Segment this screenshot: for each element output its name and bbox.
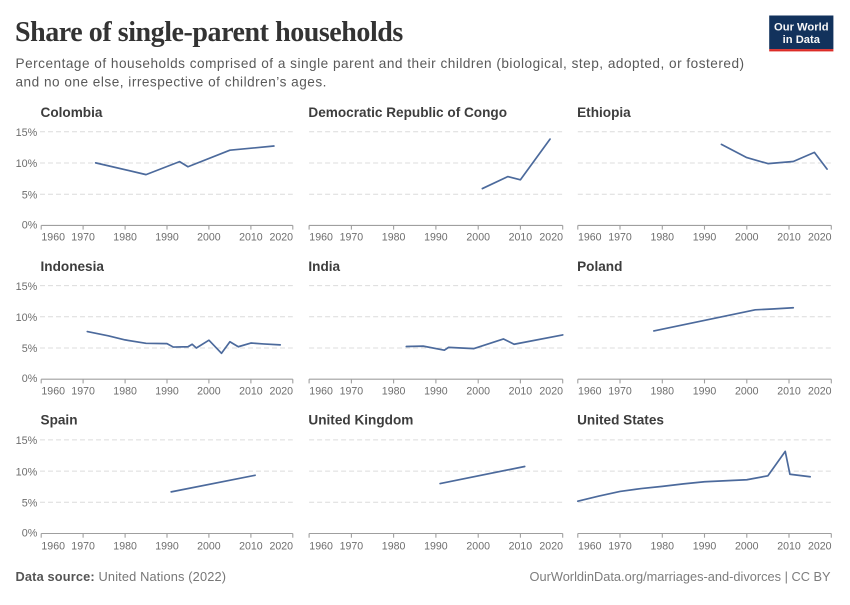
svg-text:1980: 1980 bbox=[382, 232, 406, 244]
svg-text:Ethiopia: Ethiopia bbox=[577, 105, 631, 120]
svg-text:1960: 1960 bbox=[309, 386, 333, 398]
svg-text:2000: 2000 bbox=[466, 232, 490, 244]
svg-text:OurWorldinData.org/marriages-a: OurWorldinData.org/marriages-and-divorce… bbox=[530, 569, 832, 584]
svg-text:2000: 2000 bbox=[197, 540, 221, 552]
svg-text:10%: 10% bbox=[16, 466, 38, 478]
svg-text:Democratic Republic of Congo: Democratic Republic of Congo bbox=[308, 105, 507, 120]
svg-text:1970: 1970 bbox=[608, 232, 632, 244]
svg-text:2020: 2020 bbox=[270, 386, 294, 398]
svg-text:1980: 1980 bbox=[382, 540, 406, 552]
svg-text:India: India bbox=[308, 259, 340, 274]
svg-text:2010: 2010 bbox=[777, 232, 801, 244]
svg-text:2000: 2000 bbox=[735, 386, 759, 398]
svg-text:1970: 1970 bbox=[340, 232, 364, 244]
svg-text:1960: 1960 bbox=[578, 232, 602, 244]
svg-text:in Data: in Data bbox=[783, 34, 821, 46]
svg-text:1960: 1960 bbox=[578, 540, 602, 552]
svg-text:1990: 1990 bbox=[693, 386, 717, 398]
svg-text:1980: 1980 bbox=[113, 232, 137, 244]
svg-text:Indonesia: Indonesia bbox=[41, 259, 105, 274]
svg-text:15%: 15% bbox=[16, 127, 38, 139]
svg-text:1960: 1960 bbox=[41, 232, 65, 244]
svg-text:1980: 1980 bbox=[651, 386, 675, 398]
svg-text:0%: 0% bbox=[22, 527, 38, 539]
svg-text:1960: 1960 bbox=[309, 232, 333, 244]
svg-text:1970: 1970 bbox=[340, 540, 364, 552]
svg-text:2010: 2010 bbox=[239, 540, 263, 552]
svg-text:1990: 1990 bbox=[424, 386, 448, 398]
svg-text:2020: 2020 bbox=[539, 232, 563, 244]
svg-text:5%: 5% bbox=[22, 498, 38, 510]
svg-text:0%: 0% bbox=[22, 373, 38, 385]
svg-text:1990: 1990 bbox=[693, 232, 717, 244]
svg-text:1970: 1970 bbox=[71, 386, 95, 398]
svg-text:Colombia: Colombia bbox=[41, 105, 103, 120]
svg-text:1970: 1970 bbox=[608, 386, 632, 398]
svg-text:2000: 2000 bbox=[197, 232, 221, 244]
svg-text:1980: 1980 bbox=[651, 232, 675, 244]
svg-text:2010: 2010 bbox=[509, 232, 533, 244]
svg-text:2010: 2010 bbox=[509, 386, 533, 398]
svg-text:10%: 10% bbox=[16, 158, 38, 170]
svg-text:2000: 2000 bbox=[197, 386, 221, 398]
svg-text:1990: 1990 bbox=[424, 540, 448, 552]
svg-text:1980: 1980 bbox=[382, 386, 406, 398]
svg-text:2020: 2020 bbox=[270, 540, 294, 552]
svg-text:Data source: United Nations (2: Data source: United Nations (2022) bbox=[16, 569, 227, 584]
svg-text:2020: 2020 bbox=[539, 386, 563, 398]
svg-text:United States: United States bbox=[577, 412, 664, 427]
svg-text:2020: 2020 bbox=[270, 232, 294, 244]
svg-text:1980: 1980 bbox=[113, 540, 137, 552]
svg-text:2000: 2000 bbox=[466, 540, 490, 552]
svg-text:1970: 1970 bbox=[71, 540, 95, 552]
svg-text:1980: 1980 bbox=[113, 386, 137, 398]
svg-text:0%: 0% bbox=[22, 219, 38, 231]
svg-text:2010: 2010 bbox=[239, 386, 263, 398]
svg-text:2020: 2020 bbox=[539, 540, 563, 552]
svg-text:1990: 1990 bbox=[693, 540, 717, 552]
svg-text:10%: 10% bbox=[16, 312, 38, 324]
svg-text:Percentage of households compr: Percentage of households comprised of a … bbox=[16, 56, 745, 71]
svg-text:1980: 1980 bbox=[651, 540, 675, 552]
svg-text:Share of single-parent househo: Share of single-parent households bbox=[15, 17, 403, 48]
svg-text:Spain: Spain bbox=[41, 412, 78, 427]
svg-text:1960: 1960 bbox=[309, 540, 333, 552]
svg-text:1970: 1970 bbox=[340, 386, 364, 398]
svg-text:1960: 1960 bbox=[41, 540, 65, 552]
svg-text:1990: 1990 bbox=[424, 232, 448, 244]
svg-text:2010: 2010 bbox=[777, 540, 801, 552]
svg-text:United Kingdom: United Kingdom bbox=[308, 412, 413, 427]
svg-text:1990: 1990 bbox=[155, 540, 179, 552]
svg-text:1970: 1970 bbox=[71, 232, 95, 244]
svg-text:2010: 2010 bbox=[777, 386, 801, 398]
svg-text:2020: 2020 bbox=[808, 540, 832, 552]
svg-text:2020: 2020 bbox=[808, 232, 832, 244]
svg-text:1970: 1970 bbox=[608, 540, 632, 552]
svg-text:2000: 2000 bbox=[466, 386, 490, 398]
svg-text:Our World: Our World bbox=[774, 22, 829, 34]
svg-text:5%: 5% bbox=[22, 189, 38, 201]
svg-text:2020: 2020 bbox=[808, 386, 832, 398]
svg-text:5%: 5% bbox=[22, 343, 38, 355]
svg-text:1960: 1960 bbox=[578, 386, 602, 398]
svg-text:1990: 1990 bbox=[155, 232, 179, 244]
svg-text:and no one else, irrespective: and no one else, irrespective of childre… bbox=[16, 74, 327, 89]
svg-text:15%: 15% bbox=[16, 435, 38, 447]
svg-text:2000: 2000 bbox=[735, 232, 759, 244]
svg-text:Poland: Poland bbox=[577, 259, 622, 274]
svg-text:2010: 2010 bbox=[509, 540, 533, 552]
svg-text:1990: 1990 bbox=[155, 386, 179, 398]
svg-text:2000: 2000 bbox=[735, 540, 759, 552]
svg-text:1960: 1960 bbox=[41, 386, 65, 398]
svg-text:15%: 15% bbox=[16, 281, 38, 293]
svg-text:2010: 2010 bbox=[239, 232, 263, 244]
